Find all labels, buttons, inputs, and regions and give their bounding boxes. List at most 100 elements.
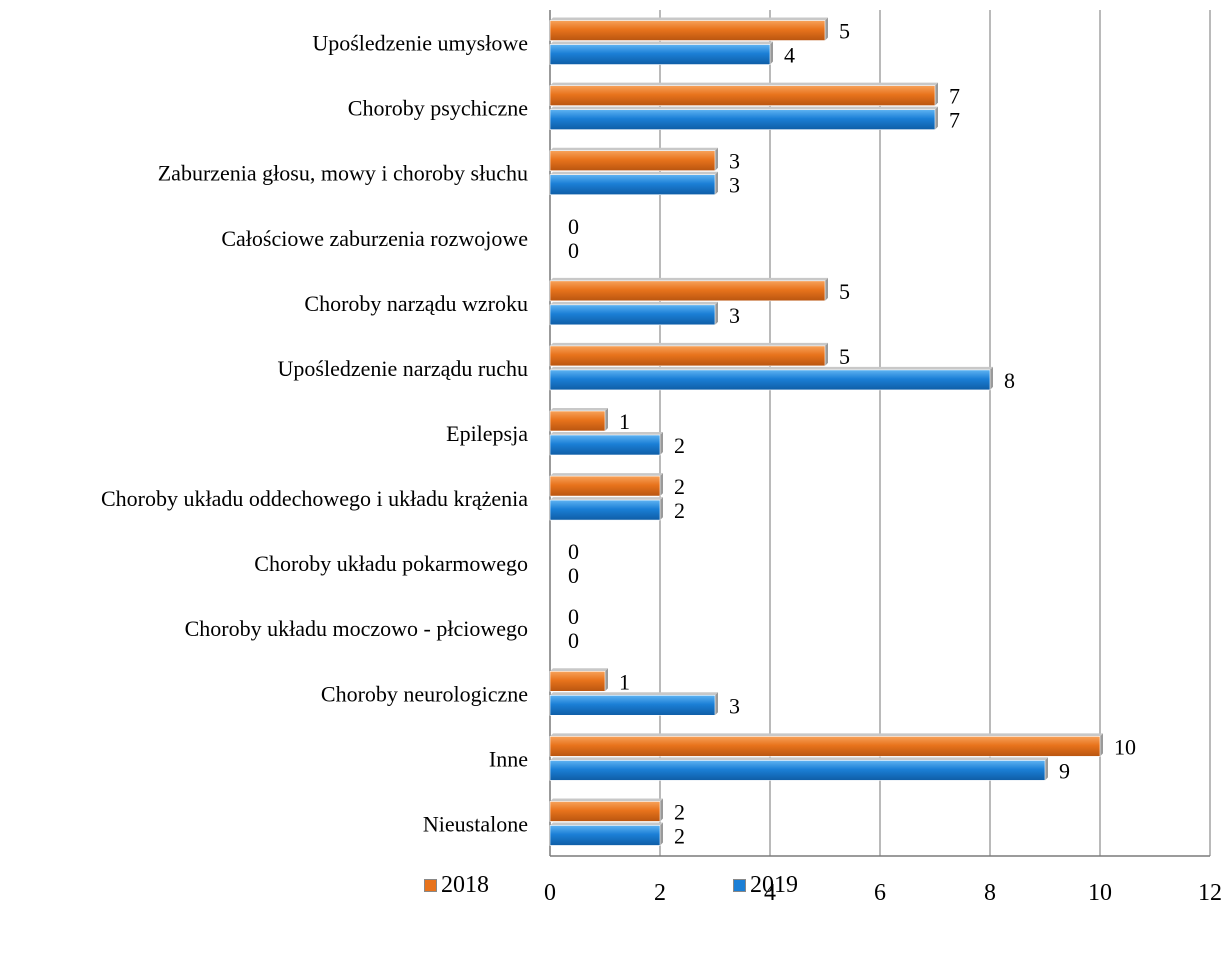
bar-2019 [549,760,1046,781]
bar-2018 [549,410,606,432]
bar-top-2018 [550,147,718,151]
bar-top-2019 [550,41,773,45]
data-label-2019: 9 [1059,758,1070,783]
bar-2019 [549,369,991,391]
data-label-2018: 5 [839,279,850,304]
bar-2018 [549,736,1101,757]
legend-item-2019: 2019 [733,872,798,899]
data-label-2018: 5 [839,344,850,369]
bar-2019 [549,109,936,130]
x-tick-labels: 0 2 4 6 8 10 12 [544,880,1222,906]
bar-depth-2019 [660,432,663,455]
bar-2019 [549,695,716,716]
bars [549,17,1103,846]
bar-depth-2018 [825,17,828,41]
bar-2019 [549,44,771,65]
data-label-2019: 0 [568,563,579,588]
category-label: Choroby układu moczowo - płciowego [185,616,528,641]
data-label-2018: 0 [568,214,579,239]
bar-depth-2019 [1045,757,1048,781]
category-label: Całościowe zaburzenia rozwojowe [221,226,528,251]
category-label: Nieustalone [423,811,528,836]
category-label: Choroby neurologiczne [321,681,528,706]
bar-depth-2019 [990,366,993,390]
bar-depth-2019 [715,301,718,325]
bar-top-2018 [550,408,608,411]
bar-top-2019 [550,757,1048,761]
bar-2019 [549,825,661,846]
legend-label-2018: 2018 [441,872,489,898]
bar-2018 [549,280,826,302]
bar-depth-2019 [660,822,663,846]
data-label-2019: 2 [674,823,685,848]
data-label-2019: 2 [674,433,685,458]
legend-label-2019: 2019 [750,872,798,898]
bar-top-2018 [550,473,663,477]
data-label-2018: 7 [949,84,960,109]
category-label: Choroby układu oddechowego i układu krąż… [101,486,528,511]
data-label-2018: 5 [839,19,850,44]
bar-2019 [549,499,661,521]
bar-top-2018 [550,82,938,86]
bar-2019 [549,304,716,326]
bar-2019 [549,434,661,456]
bar-depth-2018 [935,82,938,106]
bar-2018 [549,20,826,41]
bar-depth-2019 [770,41,773,65]
category-label: Choroby układu pokarmowego [254,551,528,576]
x-tick-label: 2 [654,880,666,906]
bar-top-2018 [550,733,1103,737]
x-tick-label: 8 [984,880,996,906]
bar-depth-2019 [935,106,938,130]
data-label-2018: 2 [674,799,685,824]
category-label: Epilepsja [446,421,528,446]
bar-depth-2018 [1100,733,1103,757]
data-label-2018: 1 [619,409,630,434]
data-label-2019: 3 [729,303,740,328]
bar-depth-2019 [715,692,718,716]
data-label-2019: 2 [674,498,685,523]
bar-top-2018 [550,277,828,281]
bar-top-2018 [550,798,663,802]
bar-depth-2019 [660,497,663,521]
bar-depth-2018 [825,342,828,366]
bar-top-2019 [550,692,718,696]
data-label-2019: 3 [729,693,740,718]
x-tick-label: 12 [1198,880,1222,906]
bar-depth-2019 [715,171,718,195]
bar-2018 [549,475,661,497]
bar-2018 [549,345,826,367]
bar-depth-2018 [715,147,718,171]
data-label-2018: 10 [1114,734,1136,759]
category-label: Choroby narządu wzroku [304,291,528,316]
x-tick-label: 4 [764,880,776,906]
category-label: Inne [489,746,528,771]
data-label-2018: 0 [568,604,579,629]
bar-top-2019 [550,432,663,435]
legend-item-2018: 2018 [424,872,489,899]
bar-top-2019 [550,171,718,175]
legend-swatch-2019 [733,879,746,892]
bar-depth-2018 [660,798,663,822]
data-label-2019: 7 [949,108,960,133]
data-label-2019: 0 [568,238,579,263]
bar-2018 [549,671,606,692]
bar-depth-2018 [660,473,663,497]
bar-top-2019 [550,366,993,370]
bar-depth-2018 [605,668,608,692]
data-label-2018: 3 [729,149,740,174]
data-label-2019: 0 [568,628,579,653]
data-label-2018: 0 [568,539,579,564]
bar-2019 [549,174,716,195]
bar-top-2019 [550,106,938,110]
category-label: Upośledzenie narządu ruchu [278,356,528,381]
bar-top-2019 [550,822,663,826]
bar-2018 [549,801,661,822]
data-label-2018: 1 [619,669,630,694]
data-label-2018: 2 [674,474,685,499]
category-label: Choroby psychiczne [348,96,528,121]
bar-top-2019 [550,497,663,501]
bar-top-2018 [550,342,828,346]
data-label-2019: 8 [1004,368,1015,393]
